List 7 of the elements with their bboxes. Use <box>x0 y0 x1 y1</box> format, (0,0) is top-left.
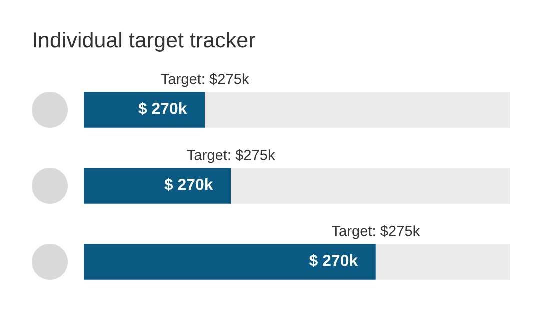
data-label: $ 270k <box>164 178 214 192</box>
text: Target: $275k <box>332 225 420 240</box>
data-label: $ 270k <box>138 102 188 116</box>
text: Target: $275k <box>187 149 276 164</box>
chart-title: Individual target tracker <box>34 32 256 52</box>
text: Target: $275k <box>161 73 250 88</box>
data-label: $ 270k <box>309 254 358 268</box>
